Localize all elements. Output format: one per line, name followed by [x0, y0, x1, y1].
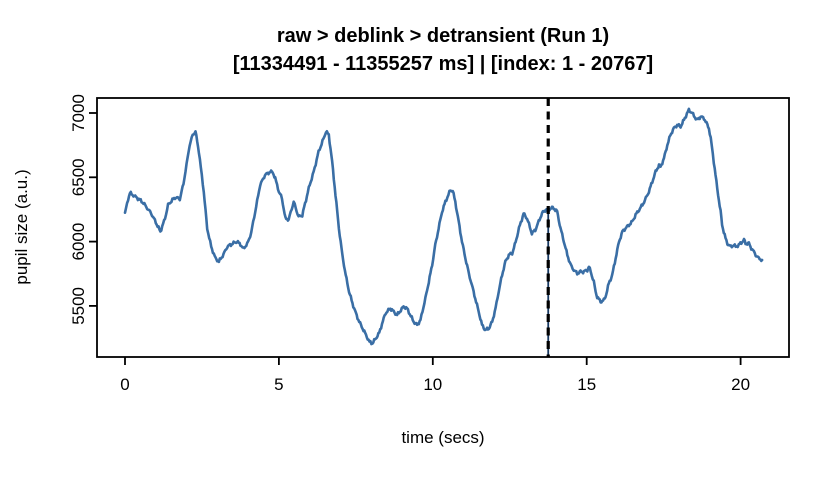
x-tick-label: 5 — [274, 375, 283, 394]
chart-title: raw > deblink > detransient (Run 1) — [276, 25, 610, 47]
plot-frame — [96, 97, 790, 358]
x-axis-label: time (secs) — [401, 428, 485, 447]
x-tick-label: 10 — [423, 375, 442, 394]
x-tick-label: 20 — [731, 375, 750, 394]
x-tick-label: 15 — [577, 375, 596, 394]
pupil-trace — [123, 107, 764, 346]
y-tick-label: 7000 — [69, 94, 88, 132]
y-tick-label: 6000 — [69, 223, 88, 261]
y-tick-label: 6500 — [69, 158, 88, 196]
chart-title-block: raw > deblink > detransient (Run 1) [113… — [97, 22, 789, 78]
chart-subtitle: [11334491 - 11355257 ms] | [index: 1 - 2… — [232, 53, 654, 75]
x-tick-label: 0 — [120, 375, 129, 394]
y-tick-label: 5500 — [69, 287, 88, 325]
